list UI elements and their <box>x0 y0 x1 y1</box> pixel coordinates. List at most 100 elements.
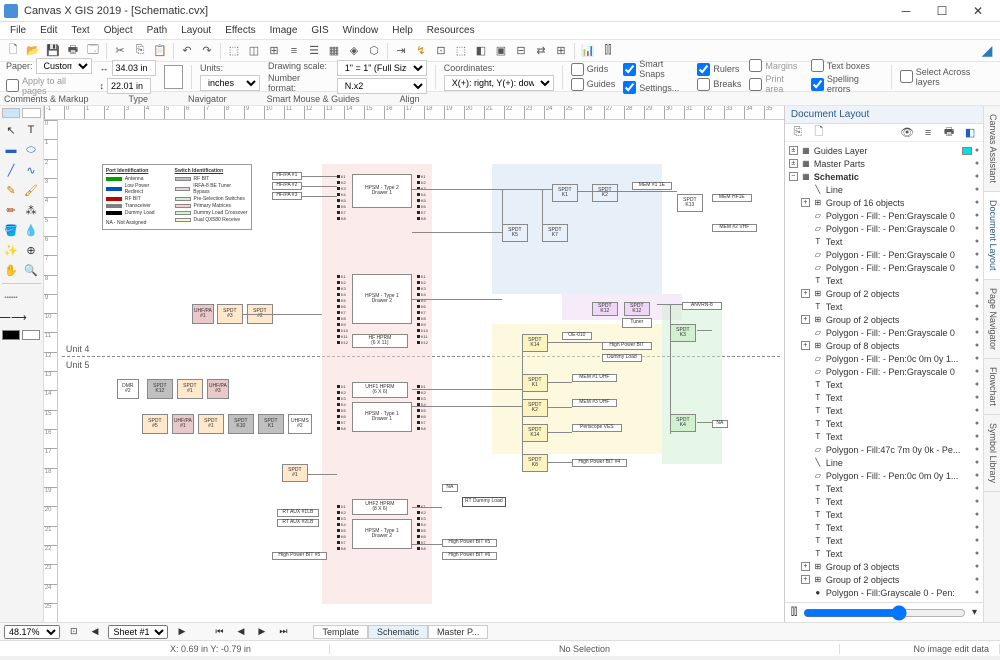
tree-node[interactable]: +⊞Group of 2 objects● <box>789 573 979 586</box>
schematic-box[interactable]: SPDTK4 <box>670 414 696 432</box>
copy-layer-icon[interactable]: ⎘ <box>789 124 807 142</box>
tree-node[interactable]: ●Polygon - Fill:Grayscale 0 - Pen:● <box>789 586 979 599</box>
schematic-box[interactable]: HPSM - Type 1Drawer 2 <box>352 519 412 549</box>
menu-resources[interactable]: Resources <box>421 23 481 38</box>
tree-node[interactable]: TText● <box>789 495 979 508</box>
tool-icon[interactable]: ⬚ <box>452 42 470 60</box>
tree-node[interactable]: +⊞Group of 3 objects● <box>789 560 979 573</box>
eyedrop-tool-icon[interactable]: 💧 <box>22 221 40 239</box>
tool-icon[interactable]: ⇄ <box>532 42 550 60</box>
units-select[interactable]: inches <box>200 75 260 91</box>
scale-select[interactable]: 1" = 1" (Full Size) <box>337 60 427 76</box>
pencil-tool-icon[interactable]: ✎ <box>2 181 20 199</box>
schematic-box[interactable]: UHFMS#2 <box>288 414 312 434</box>
tree-node[interactable]: TText● <box>789 482 979 495</box>
cut-icon[interactable]: ✂ <box>111 42 129 60</box>
next-page-icon[interactable]: ▶ <box>174 626 189 637</box>
undo-icon[interactable]: ↶ <box>178 42 196 60</box>
chart-icon[interactable]: ⫿⫿ <box>599 42 617 60</box>
copy-icon[interactable]: ⎘ <box>131 42 149 60</box>
tab-navigator[interactable]: Navigator <box>188 94 227 104</box>
margins-checkbox[interactable] <box>749 59 762 72</box>
tree-node[interactable]: −▦Schematic● <box>789 170 979 183</box>
schematic-box[interactable]: SPDTK2 <box>522 399 548 417</box>
schematic-box[interactable]: ANVRN-8 <box>682 302 722 310</box>
breaks-checkbox[interactable] <box>697 78 710 91</box>
spray-tool-icon[interactable]: ⁂ <box>22 201 40 219</box>
paper-select[interactable]: Custom <box>36 58 92 74</box>
schematic-box[interactable]: HF/PA #1 <box>272 172 302 180</box>
schematic-box[interactable]: HPSM - Type 2Drawer 1 <box>352 174 412 208</box>
last-icon[interactable]: ⏭ <box>275 626 291 637</box>
side-tab[interactable]: Symbol Library <box>984 415 1000 492</box>
schematic-box[interactable]: MEM #1 UHF <box>572 374 617 382</box>
tree-node[interactable]: ±▦Guides Layer● <box>789 144 979 157</box>
schematic-box[interactable]: SPDTK3 <box>670 324 696 342</box>
schematic-box[interactable]: SPDTK8 <box>522 454 548 472</box>
textboxes-checkbox[interactable] <box>811 59 824 72</box>
tree-node[interactable]: ▱Polygon - Fill: - Pen:Grayscale 0● <box>789 209 979 222</box>
schematic-box[interactable]: RT Dummy Load <box>462 497 506 507</box>
layer-tree[interactable]: ±▦Guides Layer●±▦Master Parts●−▦Schemati… <box>785 142 983 602</box>
schematic-box[interactable]: MEM #1 1E <box>632 182 672 190</box>
color-swatch-white[interactable] <box>22 330 40 340</box>
tool-icon[interactable]: ⇥ <box>392 42 410 60</box>
grids-checkbox[interactable] <box>571 63 584 76</box>
schematic-box[interactable]: HF/PA #3 <box>272 192 302 200</box>
canvas[interactable]: Unit 4 Unit 5 Port IdentificationAntenna… <box>58 120 784 622</box>
next-icon[interactable]: ▶ <box>254 626 269 637</box>
menu-file[interactable]: File <box>4 23 32 38</box>
tree-node[interactable]: ±▦Master Parts● <box>789 157 979 170</box>
schematic-box[interactable]: Periscope VES <box>572 424 622 432</box>
maximize-button[interactable]: ☐ <box>924 1 960 21</box>
tree-node[interactable]: TText● <box>789 300 979 313</box>
tool-icon[interactable]: ◧ <box>472 42 490 60</box>
toolbox-tab[interactable] <box>2 108 20 118</box>
color-swatch-black[interactable] <box>2 330 20 340</box>
tool-icon[interactable]: ⊟ <box>512 42 530 60</box>
menu-effects[interactable]: Effects <box>219 23 261 38</box>
schematic-box[interactable]: SPDTK10 <box>228 414 254 434</box>
new-layer-icon[interactable]: 🗋 <box>810 124 828 142</box>
width-input[interactable] <box>112 60 156 76</box>
curve-tool-icon[interactable]: ∿ <box>22 161 40 179</box>
tree-node[interactable]: TText● <box>789 404 979 417</box>
tab-comments-markup[interactable]: Comments & Markup <box>4 94 89 104</box>
guides-checkbox[interactable] <box>571 78 584 91</box>
apply-all-checkbox[interactable] <box>6 79 19 92</box>
arrow-style-icon[interactable]: ⟵⟶ <box>2 308 20 326</box>
tool-icon[interactable]: ⊞ <box>265 42 283 60</box>
bucket-tool-icon[interactable]: 🪣 <box>2 221 20 239</box>
height-input[interactable] <box>107 78 151 94</box>
tool-icon[interactable]: ↯ <box>412 42 430 60</box>
schematic-box[interactable]: SPDTK12 <box>592 302 618 316</box>
coords-select[interactable]: X(+): right, Y(+): down <box>444 75 554 91</box>
schematic-box[interactable]: HPSM - Type 1Drawer 1 <box>352 402 412 432</box>
tab-smart-mouse-guides[interactable]: Smart Mouse & Guides <box>267 94 360 104</box>
schematic-box[interactable]: SPDT#5 <box>142 414 168 434</box>
oval-tool-icon[interactable]: ⬭ <box>22 141 40 159</box>
schematic-box[interactable]: MEM HF1E <box>712 194 752 202</box>
schematic-box[interactable]: SPDT#1 <box>282 464 308 482</box>
tree-node[interactable]: +⊞Group of 8 objects● <box>789 339 979 352</box>
brush-tool-icon[interactable]: 🖌 <box>22 181 40 199</box>
smartsnaps-checkbox[interactable] <box>623 63 636 76</box>
schematic-box[interactable]: HF HPRM(6 X 11) <box>352 334 408 348</box>
tree-node[interactable]: TText● <box>789 508 979 521</box>
menu-image[interactable]: Image <box>264 23 304 38</box>
view-icon[interactable]: 👁 <box>898 124 916 142</box>
zoom-select[interactable]: 48.17% <box>4 625 60 639</box>
menu-text[interactable]: Text <box>65 23 95 38</box>
numfmt-select[interactable]: N.x2 <box>337 78 427 94</box>
tab-type[interactable]: Type <box>129 94 149 104</box>
tool-icon[interactable]: ≡ <box>285 42 303 60</box>
schematic-box[interactable]: SPDTK12 <box>147 379 173 399</box>
tool-icon[interactable]: ◫ <box>245 42 263 60</box>
menu-help[interactable]: Help <box>386 23 419 38</box>
schematic-box[interactable]: High Power BIT #5 <box>272 552 327 560</box>
schematic-box[interactable]: SPDTK12 <box>624 302 650 316</box>
tree-node[interactable]: ▱Polygon - Fill: - Pen:Grayscale 0● <box>789 326 979 339</box>
rect-tool-icon[interactable]: ▬ <box>2 141 20 159</box>
sheet-select[interactable]: Sheet #1 <box>108 625 168 639</box>
schematic-box[interactable]: UHF/PA#3 <box>207 379 229 399</box>
